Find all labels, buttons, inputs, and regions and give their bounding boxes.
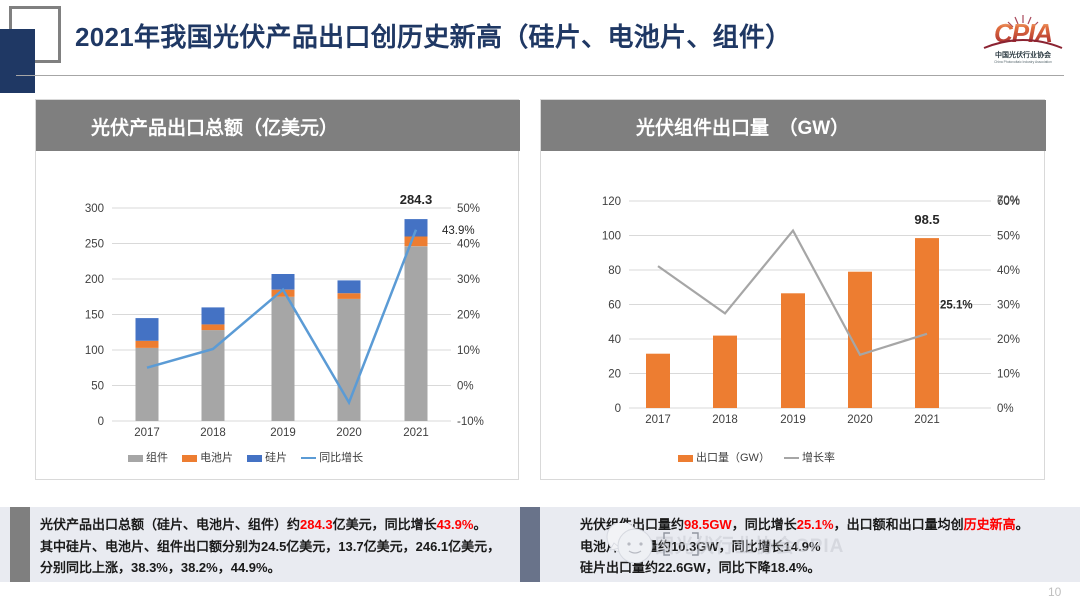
- svg-text:2017: 2017: [134, 427, 160, 439]
- svg-text:80: 80: [608, 265, 621, 277]
- svg-text:2019: 2019: [780, 414, 806, 426]
- svg-text:2020: 2020: [847, 414, 873, 426]
- svg-text:300: 300: [85, 203, 104, 215]
- svg-text:100: 100: [602, 231, 621, 243]
- svg-text:20: 20: [608, 369, 621, 381]
- svg-text:0%: 0%: [457, 381, 474, 393]
- svg-text:120: 120: [602, 196, 621, 208]
- svg-text:150: 150: [85, 310, 104, 322]
- svg-text:10%: 10%: [997, 369, 1020, 381]
- svg-text:100: 100: [85, 345, 104, 357]
- svg-text:43.9%: 43.9%: [442, 225, 475, 237]
- svg-text:-10%: -10%: [457, 416, 484, 428]
- svg-text:30%: 30%: [457, 274, 480, 286]
- svg-text:98.5: 98.5: [914, 212, 939, 227]
- svg-text:2020: 2020: [336, 427, 362, 439]
- svg-text:2018: 2018: [712, 414, 738, 426]
- svg-text:50: 50: [91, 381, 104, 393]
- svg-text:2021: 2021: [403, 427, 429, 439]
- svg-text:20%: 20%: [457, 310, 480, 322]
- svg-text:20%: 20%: [997, 334, 1020, 346]
- svg-text:China Photovoltaic Industry As: China Photovoltaic Industry Association: [994, 60, 1052, 64]
- svg-text:0%: 0%: [997, 403, 1014, 415]
- svg-text:2021: 2021: [914, 414, 940, 426]
- svg-text:40%: 40%: [997, 265, 1020, 277]
- svg-text:2017: 2017: [645, 414, 671, 426]
- svg-text:40: 40: [608, 334, 621, 346]
- svg-text:2019: 2019: [270, 427, 296, 439]
- svg-text:CPIA: CPIA: [994, 18, 1052, 48]
- svg-text:0: 0: [98, 416, 104, 428]
- svg-text:70%: 70%: [997, 195, 1020, 207]
- svg-text:50%: 50%: [997, 231, 1020, 243]
- svg-text:200: 200: [85, 274, 104, 286]
- svg-text:250: 250: [85, 239, 104, 251]
- svg-text:中国光伏行业协会: 中国光伏行业协会: [995, 50, 1052, 59]
- svg-text:60: 60: [608, 300, 621, 312]
- svg-text:30%: 30%: [997, 300, 1020, 312]
- svg-text:40%: 40%: [457, 239, 480, 251]
- svg-text:0: 0: [615, 403, 621, 415]
- svg-text:25.1%: 25.1%: [940, 300, 973, 312]
- svg-text:10%: 10%: [457, 345, 480, 357]
- svg-text:50%: 50%: [457, 203, 480, 215]
- svg-text:2018: 2018: [200, 427, 226, 439]
- svg-text:284.3: 284.3: [400, 192, 433, 207]
